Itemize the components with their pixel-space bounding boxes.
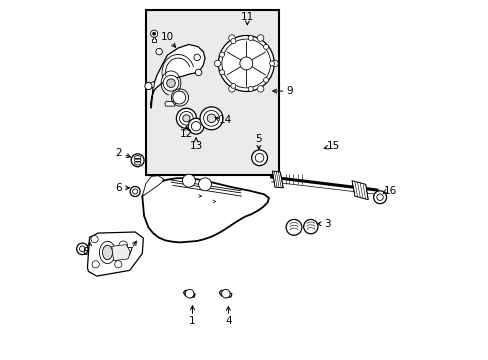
Ellipse shape	[152, 32, 155, 35]
Ellipse shape	[219, 70, 224, 75]
Ellipse shape	[248, 86, 253, 91]
Text: 5: 5	[255, 134, 262, 144]
Ellipse shape	[191, 122, 201, 131]
Polygon shape	[142, 176, 163, 196]
Ellipse shape	[271, 60, 278, 67]
Ellipse shape	[92, 261, 99, 268]
Ellipse shape	[144, 82, 152, 90]
Ellipse shape	[239, 57, 252, 70]
Text: 9: 9	[285, 86, 292, 96]
Text: 2: 2	[115, 148, 122, 158]
Text: 6: 6	[115, 183, 122, 193]
Text: 14: 14	[219, 115, 232, 125]
Ellipse shape	[218, 36, 274, 91]
Ellipse shape	[255, 153, 264, 162]
Ellipse shape	[185, 289, 194, 298]
Polygon shape	[87, 232, 143, 276]
Ellipse shape	[77, 243, 88, 255]
Polygon shape	[272, 171, 283, 188]
Text: 11: 11	[240, 12, 253, 22]
Ellipse shape	[230, 83, 235, 88]
Ellipse shape	[222, 39, 270, 88]
Polygon shape	[219, 291, 231, 298]
Ellipse shape	[257, 35, 264, 41]
Polygon shape	[164, 101, 175, 106]
Ellipse shape	[188, 118, 203, 134]
Ellipse shape	[373, 191, 386, 204]
Polygon shape	[150, 44, 204, 108]
Ellipse shape	[194, 54, 200, 60]
Ellipse shape	[102, 245, 112, 260]
Ellipse shape	[269, 61, 274, 66]
Ellipse shape	[163, 75, 179, 91]
Text: 10: 10	[161, 32, 174, 42]
Polygon shape	[142, 178, 268, 242]
Ellipse shape	[248, 36, 253, 41]
Ellipse shape	[183, 115, 190, 122]
Ellipse shape	[131, 154, 144, 167]
Polygon shape	[112, 244, 130, 261]
Ellipse shape	[207, 114, 215, 123]
Ellipse shape	[182, 174, 195, 187]
Ellipse shape	[172, 91, 185, 104]
Ellipse shape	[228, 86, 235, 92]
Ellipse shape	[99, 241, 115, 264]
Text: 15: 15	[326, 141, 339, 151]
Ellipse shape	[263, 77, 268, 82]
Polygon shape	[183, 291, 195, 298]
Ellipse shape	[376, 194, 383, 201]
Ellipse shape	[166, 79, 175, 87]
Ellipse shape	[195, 69, 202, 76]
Bar	[145, 10, 278, 175]
Ellipse shape	[115, 261, 122, 268]
Text: 1: 1	[189, 316, 195, 325]
Ellipse shape	[156, 48, 162, 55]
Ellipse shape	[176, 108, 196, 129]
Ellipse shape	[221, 289, 230, 298]
Polygon shape	[152, 37, 156, 42]
Ellipse shape	[303, 220, 317, 234]
Ellipse shape	[219, 52, 224, 57]
Ellipse shape	[150, 30, 158, 37]
Text: 4: 4	[224, 316, 231, 325]
Text: 13: 13	[189, 141, 203, 151]
Ellipse shape	[251, 150, 267, 166]
Ellipse shape	[130, 186, 140, 197]
Ellipse shape	[198, 178, 211, 191]
Text: 8: 8	[82, 247, 89, 257]
Ellipse shape	[228, 35, 235, 41]
Text: 7: 7	[125, 247, 132, 257]
Text: 12: 12	[180, 129, 193, 139]
Ellipse shape	[179, 112, 193, 125]
Ellipse shape	[200, 107, 223, 130]
Polygon shape	[351, 181, 367, 200]
Polygon shape	[145, 81, 154, 89]
Ellipse shape	[263, 44, 268, 49]
Ellipse shape	[230, 39, 235, 44]
Ellipse shape	[132, 189, 137, 194]
Ellipse shape	[257, 86, 264, 92]
Ellipse shape	[91, 235, 98, 243]
Ellipse shape	[203, 111, 219, 126]
Text: 16: 16	[384, 186, 397, 197]
Ellipse shape	[285, 220, 301, 235]
Text: 3: 3	[323, 219, 329, 229]
Ellipse shape	[80, 246, 85, 252]
Ellipse shape	[119, 241, 127, 249]
Ellipse shape	[214, 60, 221, 67]
